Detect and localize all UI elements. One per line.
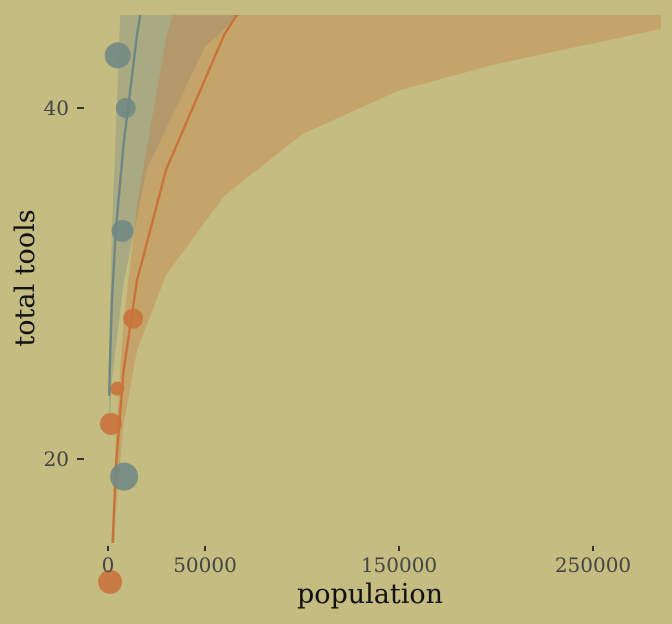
low-contact-point — [98, 569, 123, 594]
x-tick-label: 150000 — [361, 553, 437, 577]
high-contact-point — [115, 98, 136, 118]
low-contact-point — [99, 412, 122, 435]
x-tick-label: 50000 — [173, 553, 237, 577]
high-contact-point — [111, 219, 134, 242]
low-contact-point — [123, 308, 144, 329]
y-axis-title: total tools — [10, 209, 41, 346]
x-axis: 0 50000 150000 250000 — [102, 546, 631, 577]
high-contact-band — [109, 15, 240, 442]
low-contact-band — [112, 15, 661, 543]
y-tick-label: 20 — [44, 447, 69, 471]
x-tick-label: 250000 — [555, 553, 631, 577]
x-axis-title: population — [297, 579, 443, 610]
y-axis: 204060 — [44, 96, 84, 471]
confidence-bands — [109, 15, 661, 543]
x-tick-label: 0 — [102, 553, 115, 577]
data-points — [98, 42, 144, 594]
low-contact-point — [110, 381, 125, 396]
high-contact-point — [110, 462, 139, 491]
high-contact-point — [104, 42, 131, 69]
high-contact-curve — [108, 15, 142, 396]
y-tick-label: 40 — [44, 96, 69, 120]
